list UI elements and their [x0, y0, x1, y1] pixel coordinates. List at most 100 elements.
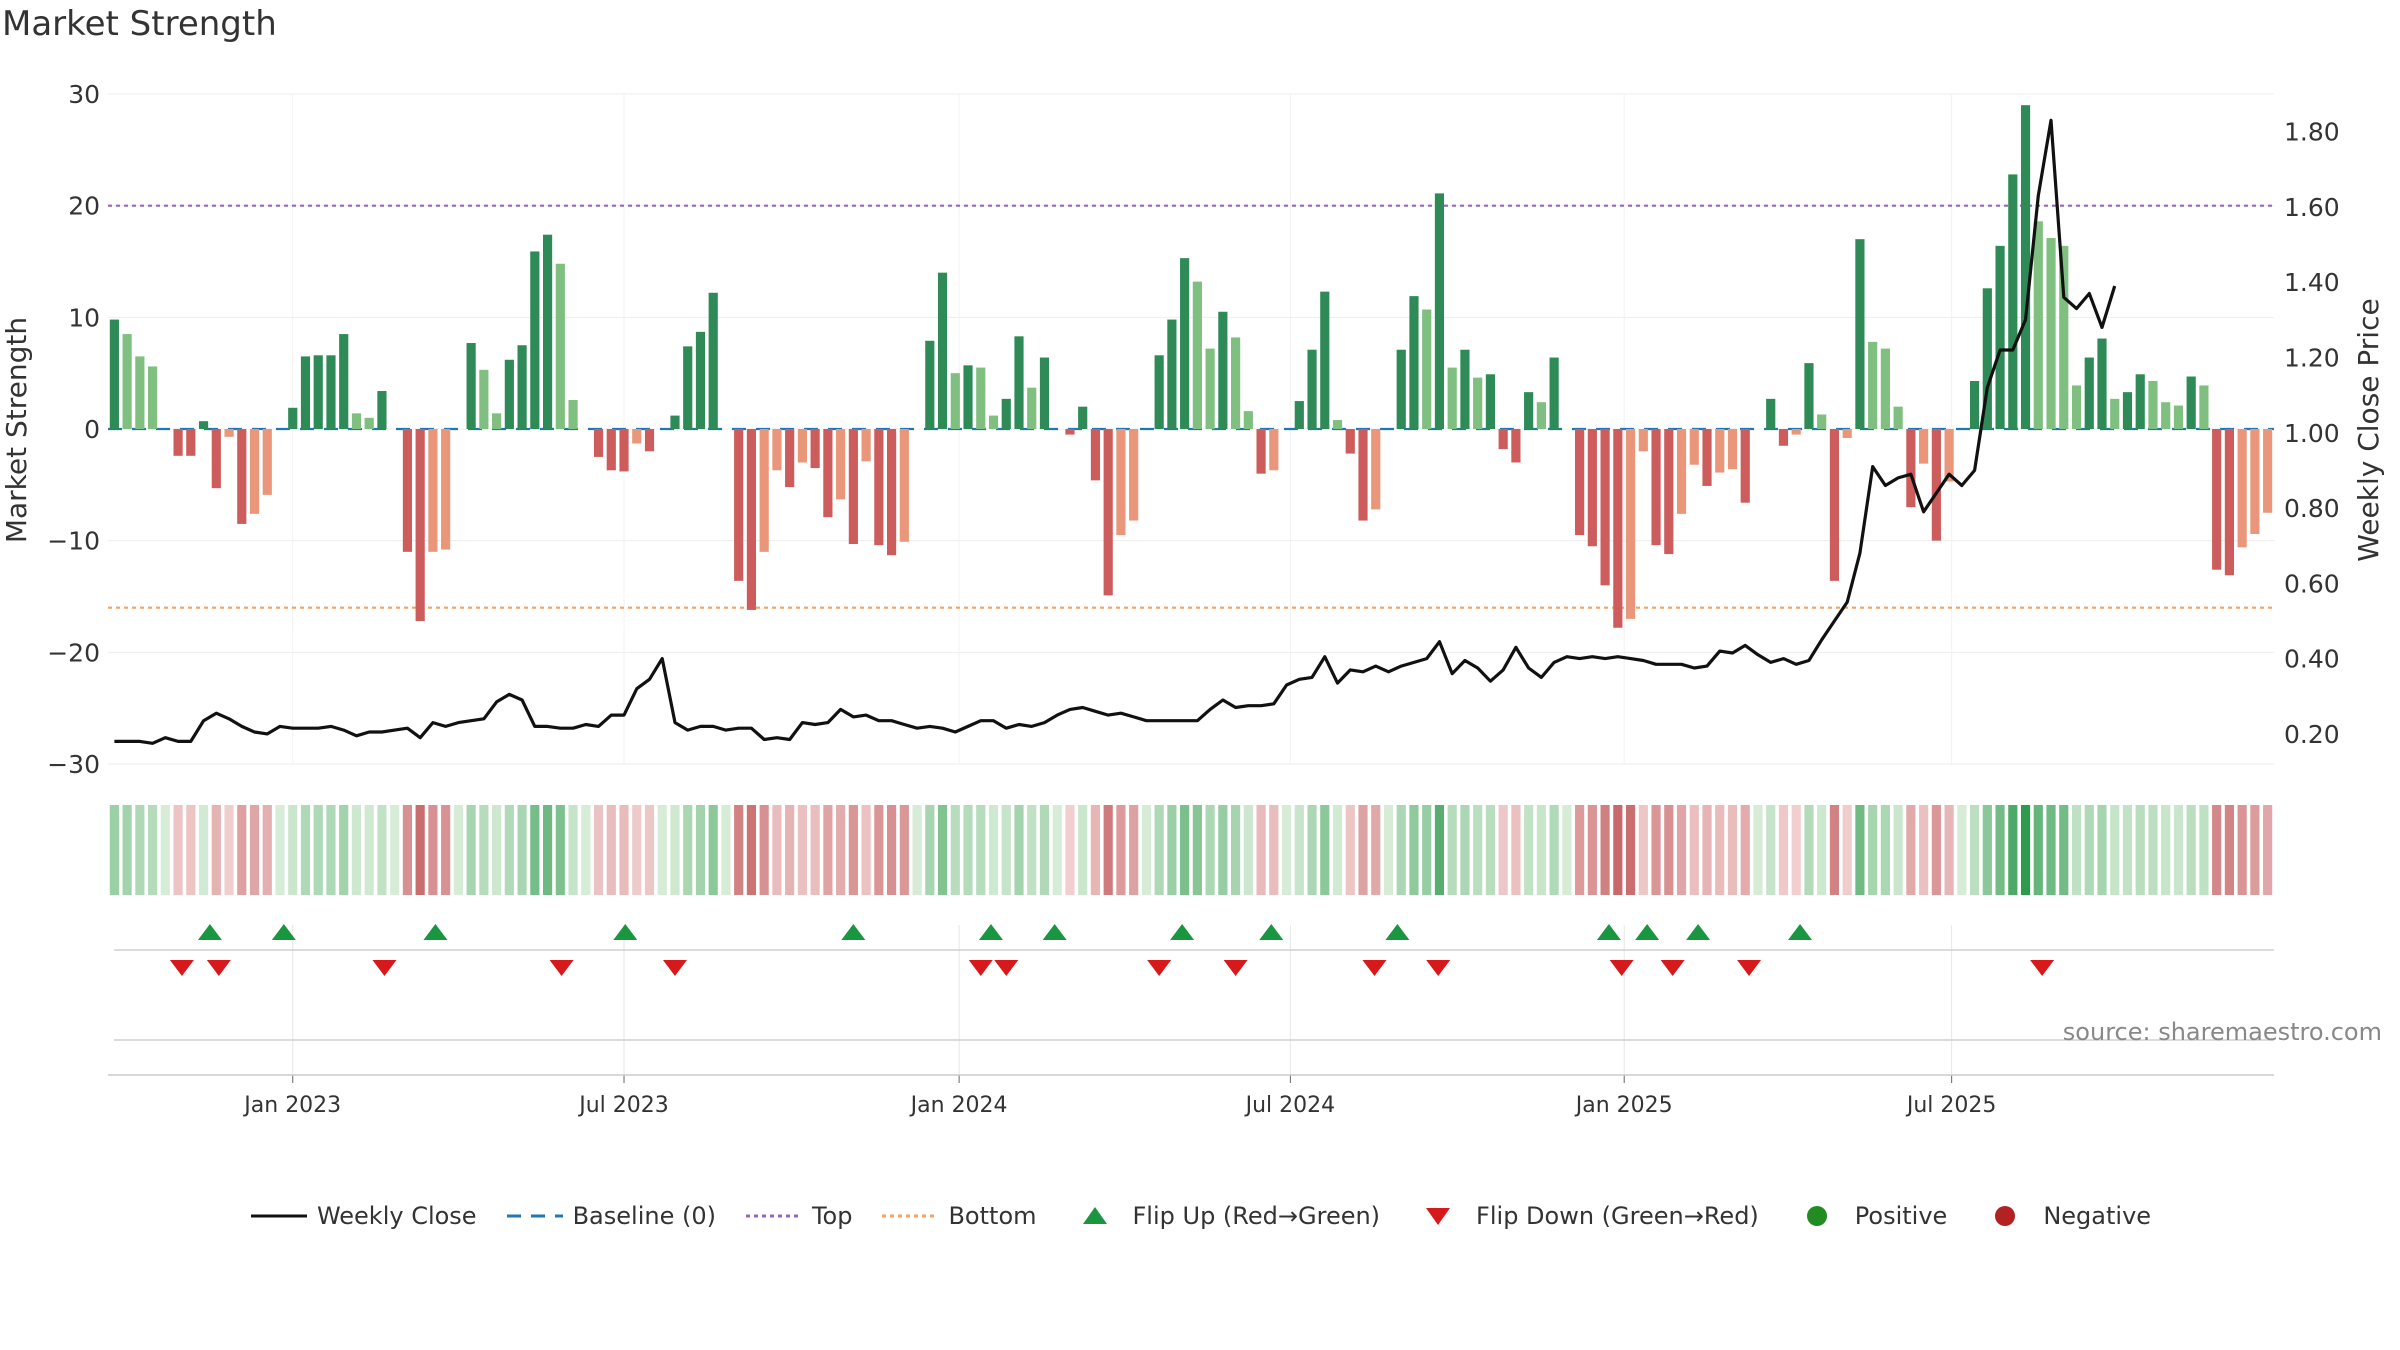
chart-title: Market Strength: [2, 4, 277, 44]
heat-cell: [937, 805, 948, 895]
strength-bar: [1982, 288, 1992, 429]
strength-bar: [2212, 429, 2222, 570]
strength-bar: [1027, 387, 1037, 429]
heat-cell: [899, 805, 909, 895]
heat-cell: [2263, 805, 2273, 895]
heat-cell: [823, 805, 833, 895]
heat-cell: [1868, 805, 1878, 895]
heat-cell: [2008, 805, 2018, 895]
strength-bar: [976, 367, 986, 429]
legend-flip-down: Flip Down (Green→Red): [1408, 1202, 1759, 1230]
heat-cell: [1269, 805, 1279, 895]
heat-cell: [1931, 805, 1941, 895]
strength-bar: [1638, 429, 1648, 452]
heat-cell: [275, 805, 285, 895]
heat-cell: [1383, 805, 1394, 895]
heat-cell: [542, 805, 553, 895]
heat-cell: [2237, 805, 2247, 895]
dashed-line-swatch-icon: [505, 1204, 565, 1228]
strength-bar: [1409, 296, 1419, 429]
heat-cell: [708, 805, 718, 895]
heat-cell: [797, 805, 807, 895]
heat-cell: [861, 805, 871, 895]
heat-cell: [2046, 805, 2056, 895]
flip-up-marker: [1596, 924, 1621, 940]
strength-bar: [1817, 414, 1827, 429]
strength-bar: [746, 429, 757, 610]
heat-cell: [1715, 805, 1725, 895]
heat-cell: [683, 805, 693, 895]
strength-bar: [606, 429, 616, 471]
strength-bar: [1715, 429, 1725, 473]
heat-cell: [1485, 805, 1496, 895]
strength-bar: [1358, 429, 1368, 521]
strength-bar: [326, 355, 336, 429]
heat-cell: [836, 805, 846, 895]
strength-bar: [2135, 374, 2145, 429]
strength-bar: [339, 334, 349, 429]
strength-bar: [479, 369, 489, 429]
flip-down-marker: [169, 960, 194, 976]
flip-down-marker: [1147, 960, 1172, 976]
legend-positive: Positive: [1787, 1202, 1947, 1230]
heat-cell: [453, 805, 463, 895]
strength-bar: [1256, 429, 1266, 474]
strength-bar: [542, 234, 553, 429]
strength-bar: [708, 292, 718, 429]
strength-bar: [377, 391, 387, 429]
heat-cell: [810, 805, 820, 895]
heat-cell: [1039, 805, 1050, 895]
heat-cell: [1625, 805, 1636, 895]
heat-cell: [721, 805, 731, 895]
strength-bar: [186, 429, 196, 456]
legend-weekly-close: Weekly Close: [249, 1202, 477, 1230]
heat-cell: [1434, 805, 1445, 895]
strength-bar: [148, 366, 158, 429]
strength-bar: [211, 429, 221, 489]
heat-cell: [1957, 805, 1967, 895]
heat-cell: [1180, 805, 1190, 895]
circle-icon: [1975, 1204, 2035, 1228]
heat-cell: [1575, 805, 1585, 895]
heat-cell: [237, 805, 247, 895]
strength-bar: [428, 429, 438, 552]
heat-cell: [1129, 805, 1139, 895]
strength-bar: [1422, 309, 1432, 429]
strength-bar: [2084, 357, 2094, 429]
flip-up-marker: [1042, 924, 1067, 940]
y-tick-label: −10: [47, 527, 100, 556]
strength-bar: [1791, 429, 1801, 435]
heat-cell: [351, 805, 362, 895]
strength-bar: [402, 429, 413, 552]
heat-cell: [912, 805, 922, 895]
x-tick-label: Jul 2024: [1244, 1093, 1336, 1118]
heat-cell: [1027, 805, 1037, 895]
strength-bar: [632, 429, 642, 444]
strength-bar: [1676, 429, 1687, 514]
strength-bar: [963, 365, 973, 429]
y2-tick-label: 1.40: [2284, 268, 2340, 297]
heat-cell: [1855, 805, 1865, 895]
heat-cell: [1995, 805, 2005, 895]
flip-up-marker: [1170, 924, 1195, 940]
heat-cell: [619, 805, 629, 895]
heat-cell: [300, 805, 311, 895]
strength-bar: [1154, 355, 1164, 429]
heat-cell: [2020, 805, 2031, 895]
strength-bar: [1995, 245, 2005, 429]
heat-cell: [1702, 805, 1712, 895]
heat-cell: [160, 805, 170, 895]
strength-bar: [2161, 402, 2171, 429]
y-tick-label: −30: [47, 750, 100, 779]
strength-bar: [1842, 429, 1852, 438]
y-tick-label: 10: [68, 303, 100, 332]
strength-bar: [351, 413, 362, 429]
heat-cell: [772, 805, 782, 895]
strength-bar: [1447, 367, 1457, 429]
heat-cell: [1256, 805, 1266, 895]
strength-bar: [886, 429, 897, 556]
heat-cell: [2071, 805, 2082, 895]
strength-bar: [2237, 429, 2247, 548]
heat-cell: [1842, 805, 1852, 895]
flip-down-marker: [372, 960, 397, 976]
